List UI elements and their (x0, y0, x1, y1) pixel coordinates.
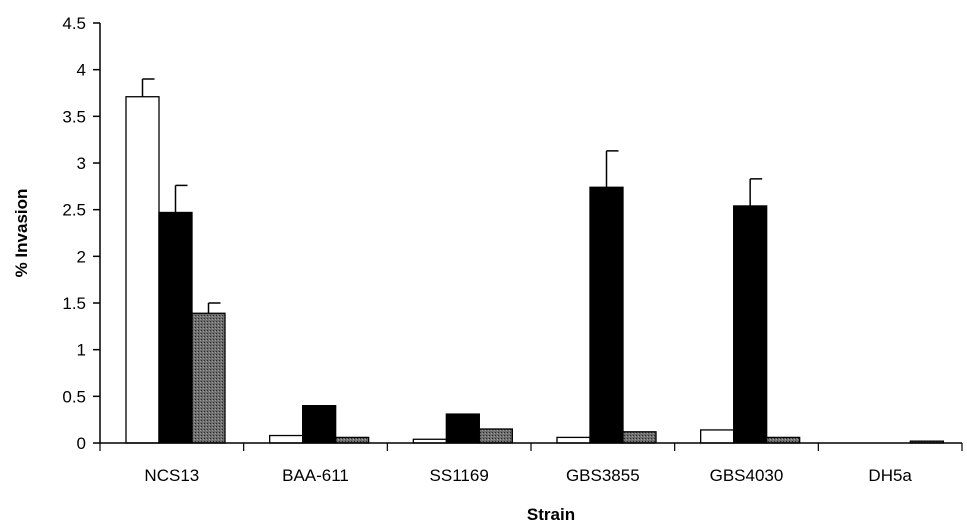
bar-GBS3855-series-2 (589, 186, 624, 444)
bar-NCS13-series-3 (191, 312, 226, 444)
bar-BAA-611-series-3 (335, 436, 370, 444)
y-axis-ticks: 0 0.5 1 1.5 2 2.5 3 3.5 4 4.5 (62, 14, 100, 453)
bar-BAA-611-series-2 (302, 405, 337, 444)
x-axis-title: Strain (527, 505, 575, 524)
y-tick-label: 1 (77, 341, 86, 360)
x-axis-ticks: NCS13 BAA-611 SS1169 GBS3855 GBS4030 DH5a (99, 443, 963, 485)
y-tick-label: 2.5 (62, 201, 86, 220)
y-tick-label: 3.5 (62, 107, 86, 126)
bar-GBS4030-series-3 (766, 436, 801, 444)
bar-NCS13-series-2 (158, 211, 193, 444)
bar-BAA-611-series-1 (269, 434, 304, 444)
bar-GBS4030-series-2 (733, 205, 768, 444)
y-tick-label: 1.5 (62, 294, 86, 313)
y-axis-title: % Invasion (12, 189, 31, 278)
y-tick-label: 4 (77, 61, 86, 80)
error-bars (141, 78, 763, 314)
x-tick-label: SS1169 (430, 466, 489, 485)
bar-GBS3855-series-3 (622, 431, 657, 444)
x-tick-label: GBS3855 (566, 466, 640, 485)
bar-GBS4030-series-1 (700, 429, 735, 444)
x-tick-label: GBS4030 (710, 466, 784, 485)
y-tick-label: 2 (77, 247, 86, 266)
x-tick-label: BAA-611 (282, 466, 349, 485)
bar-GBS3855-series-1 (556, 436, 591, 444)
bar-NCS13-series-1 (125, 96, 160, 444)
bar-SS1169-series-2 (445, 413, 480, 444)
bars (125, 96, 944, 444)
y-tick-label: 3 (77, 154, 86, 173)
y-tick-label: 4.5 (62, 14, 86, 33)
x-tick-label: NCS13 (144, 466, 199, 485)
y-tick-label: 0 (77, 434, 86, 453)
y-tick-label: 0.5 (62, 387, 86, 406)
x-tick-label: DH5a (868, 466, 912, 485)
bar-SS1169-series-3 (478, 428, 513, 444)
